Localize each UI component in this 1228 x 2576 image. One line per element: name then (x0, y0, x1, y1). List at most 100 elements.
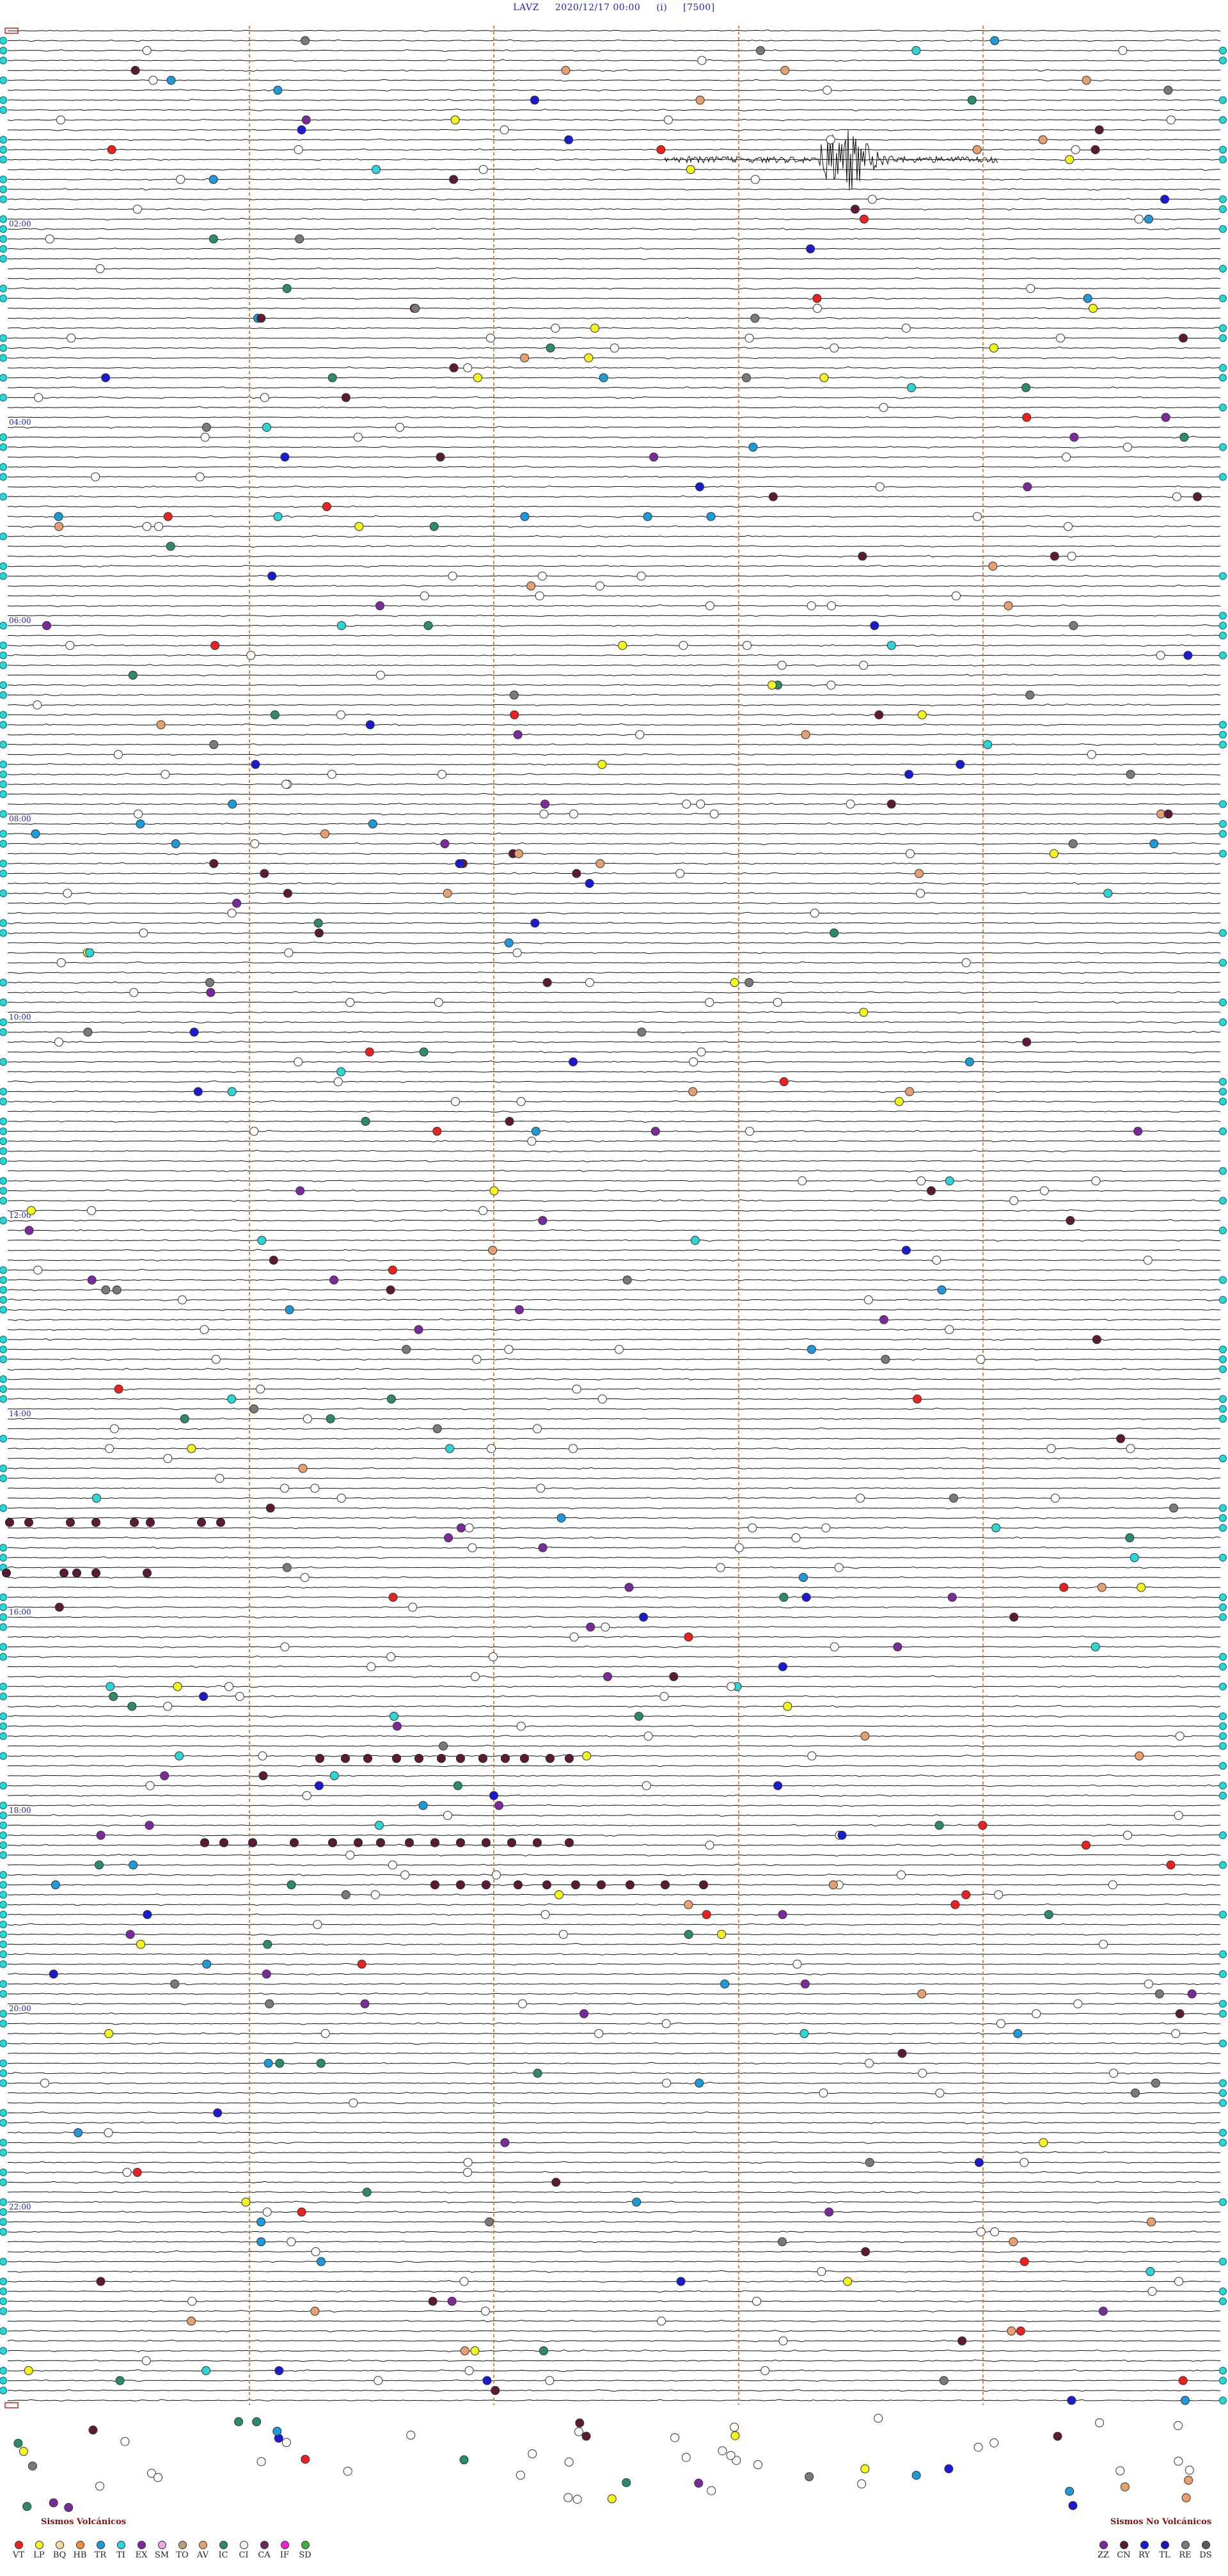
row-marker-icon (0, 2307, 7, 2315)
event-marker-icon (1050, 1494, 1060, 1503)
event-marker-icon (1133, 1126, 1143, 1136)
row-marker-icon (0, 919, 7, 927)
event-marker-icon (246, 651, 256, 660)
trace-line (7, 1447, 1221, 1450)
event-marker-icon (750, 175, 760, 184)
event-marker-icon (1062, 452, 1071, 462)
event-marker-icon (1050, 551, 1059, 561)
row-marker-icon (1219, 572, 1227, 580)
event-marker-icon (937, 1285, 947, 1295)
event-marker-icon (670, 2433, 680, 2442)
event-marker-icon (1092, 1335, 1101, 1344)
event-marker-icon (392, 1721, 402, 1731)
row-marker-icon (0, 1891, 7, 1899)
event-marker-icon (1151, 2078, 1160, 2088)
row-marker-icon (1219, 1970, 1227, 1978)
trace-line (7, 1992, 1221, 1996)
event-marker-icon (730, 978, 739, 987)
row-marker-icon (1219, 1296, 1227, 1304)
event-marker-icon (251, 760, 260, 769)
event-marker-icon (859, 661, 869, 670)
trace-line (7, 1883, 1220, 1886)
event-marker-icon (528, 2449, 537, 2458)
event-marker-icon (272, 2426, 282, 2436)
event-marker-icon (538, 1543, 547, 1553)
row-marker-icon (1219, 1087, 1227, 1096)
trace-line (7, 674, 1221, 677)
row-marker-icon (0, 741, 7, 748)
row-marker-icon (1219, 195, 1227, 203)
event-marker-icon (1154, 1989, 1164, 1998)
event-marker-icon (684, 1930, 693, 1939)
event-marker-icon (897, 2049, 907, 2058)
event-marker-icon (314, 1781, 324, 1790)
event-marker-icon (826, 135, 835, 145)
trace-line (7, 317, 1221, 320)
legend-volcanic-code: TR (94, 2550, 107, 2560)
event-marker-icon (990, 2227, 1000, 2236)
trace-line (7, 1774, 1221, 1778)
trace-line (7, 872, 1221, 875)
event-marker-icon (180, 1414, 189, 1423)
row-marker-icon (1219, 622, 1227, 629)
trace-line (7, 1298, 1221, 1302)
event-marker-icon (551, 2177, 561, 2187)
end-marker-icon (4, 2402, 19, 2408)
event-marker-icon (533, 1424, 542, 1434)
row-marker-icon (1219, 2129, 1227, 2137)
trace-line (7, 2250, 1221, 2254)
row-marker-icon (1219, 2376, 1227, 2385)
trace-line (7, 1556, 1220, 1559)
trace-line (7, 2181, 1221, 2184)
event-marker-icon (527, 1137, 537, 1146)
event-marker-icon (263, 1940, 272, 1949)
event-marker-icon (846, 800, 855, 809)
event-marker-icon (689, 1057, 698, 1066)
event-marker-icon (270, 710, 279, 720)
event-marker-icon (434, 998, 443, 1007)
event-marker-icon (510, 710, 519, 720)
row-marker-icon (0, 225, 7, 233)
trace-line (8, 693, 1221, 697)
event-marker-icon (54, 1602, 64, 1612)
event-marker-icon (574, 2427, 583, 2437)
row-marker-icon (0, 622, 7, 629)
row-marker-icon (1219, 2367, 1227, 2375)
event-marker-icon (569, 809, 578, 819)
event-marker-icon (1178, 2376, 1188, 2385)
row-marker-icon (1219, 116, 1227, 124)
event-marker-icon (756, 46, 765, 55)
event-marker-icon (395, 423, 405, 432)
event-marker-icon (163, 1702, 173, 1711)
event-marker-icon (301, 36, 310, 45)
trace-line (8, 1576, 1221, 1579)
event-marker-icon (636, 571, 646, 581)
event-marker-icon (132, 2168, 142, 2177)
event-marker-icon (879, 403, 888, 412)
event-marker-icon (626, 1880, 634, 1890)
trace-line (7, 1239, 1221, 1242)
event-marker-icon (799, 2029, 809, 2038)
hour-label: 20:00 (9, 2004, 31, 2013)
event-marker-icon (1021, 383, 1031, 392)
event-marker-icon (1023, 482, 1032, 491)
event-marker-icon (663, 115, 673, 125)
event-marker-icon (170, 1979, 180, 1989)
event-marker-icon (173, 1682, 182, 1691)
trace-line (7, 733, 1221, 736)
row-marker-icon (0, 572, 7, 580)
event-marker-icon (551, 324, 560, 333)
trace-line (7, 1288, 1221, 1292)
trace-line (7, 1279, 1221, 1281)
event-marker-icon (216, 1517, 225, 1527)
event-marker-icon (227, 1395, 237, 1403)
event-marker-icon (649, 452, 659, 462)
row-marker-icon (0, 830, 7, 838)
trace-line (7, 1903, 1221, 1906)
event-marker-icon (565, 1753, 574, 1763)
trace-line (7, 2220, 1221, 2224)
row-marker-icon (1219, 1226, 1227, 1235)
row-marker-icon (0, 1336, 7, 1343)
event-marker-icon (821, 1523, 831, 1533)
event-marker-icon (1009, 1196, 1019, 1205)
